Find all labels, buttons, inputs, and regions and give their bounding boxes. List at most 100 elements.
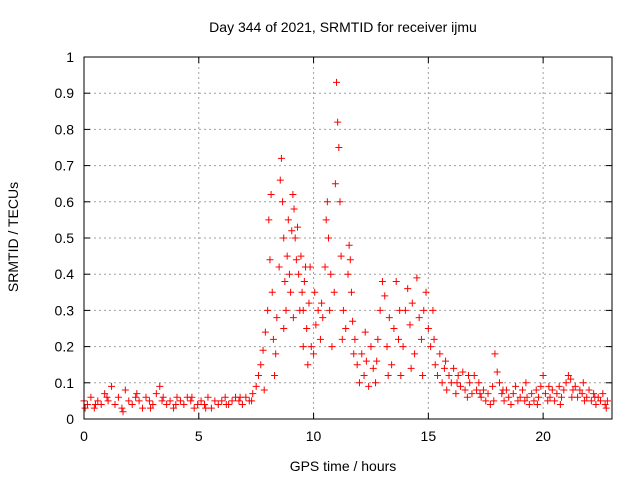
data-point xyxy=(396,306,404,314)
data-point xyxy=(322,216,330,224)
data-point xyxy=(197,397,205,405)
data-point xyxy=(541,390,549,398)
data-point xyxy=(335,144,343,151)
data-point xyxy=(158,397,166,405)
data-point xyxy=(564,372,572,380)
data-point xyxy=(453,379,461,387)
data-point xyxy=(361,328,369,336)
data-point xyxy=(228,397,236,405)
data-point xyxy=(104,397,112,405)
data-point xyxy=(499,386,507,394)
data-point xyxy=(360,372,368,380)
data-point xyxy=(397,372,405,380)
data-point xyxy=(236,393,244,401)
data-point xyxy=(303,325,311,332)
data-point xyxy=(266,256,274,264)
data-point xyxy=(81,404,89,412)
data-point xyxy=(587,397,595,405)
data-point xyxy=(385,314,393,322)
data-point xyxy=(221,393,229,401)
data-point xyxy=(202,404,210,412)
data-point xyxy=(548,386,556,394)
data-point xyxy=(166,397,174,405)
data-point xyxy=(344,270,352,278)
data-point xyxy=(583,393,591,401)
data-point xyxy=(288,227,296,235)
data-point xyxy=(289,191,297,199)
data-point xyxy=(434,372,442,380)
data-point xyxy=(450,364,458,372)
data-point xyxy=(91,401,99,409)
data-point xyxy=(491,350,499,358)
data-point xyxy=(280,325,288,332)
data-point xyxy=(430,335,438,343)
data-point xyxy=(473,386,481,394)
data-point xyxy=(307,343,315,351)
data-point xyxy=(419,372,427,380)
data-point xyxy=(601,401,609,409)
tick-label-x: 15 xyxy=(421,428,437,444)
data-point xyxy=(268,288,276,296)
data-point xyxy=(452,390,460,398)
data-point xyxy=(518,386,526,394)
data-point xyxy=(355,379,363,387)
data-point xyxy=(328,343,336,351)
data-point xyxy=(351,335,359,343)
data-point xyxy=(569,386,577,394)
data-point xyxy=(248,397,256,405)
data-point xyxy=(338,335,346,343)
data-point xyxy=(267,191,275,199)
tick-label-x: 5 xyxy=(195,428,203,444)
data-point xyxy=(306,263,314,271)
data-point xyxy=(121,386,129,394)
data-point xyxy=(373,357,381,365)
data-point xyxy=(567,375,575,383)
data-point xyxy=(498,390,506,398)
data-point xyxy=(404,285,412,293)
data-point xyxy=(114,393,122,401)
tick-labels: 00.10.20.30.40.50.60.70.80.910 5 10 15 20 xyxy=(55,49,552,444)
data-point xyxy=(516,393,524,401)
data-point xyxy=(337,252,345,260)
data-point xyxy=(279,198,287,206)
data-point xyxy=(440,364,448,372)
data-point xyxy=(424,325,432,332)
data-point xyxy=(101,390,109,398)
data-point xyxy=(218,397,226,405)
data-point xyxy=(324,234,332,242)
data-point xyxy=(147,404,155,412)
data-point xyxy=(103,393,111,401)
plot-area-border xyxy=(83,56,613,420)
data-point xyxy=(299,306,307,314)
data-point xyxy=(87,393,95,401)
data-point xyxy=(436,350,444,358)
data-point xyxy=(94,397,102,405)
data-point xyxy=(271,372,279,380)
data-point xyxy=(454,372,462,380)
data-point xyxy=(280,234,288,242)
data-point xyxy=(156,382,164,390)
data-point xyxy=(149,401,157,409)
data-point xyxy=(551,397,559,405)
data-point xyxy=(415,314,423,322)
data-point xyxy=(545,382,553,390)
data-point xyxy=(392,277,400,285)
data-point xyxy=(339,306,347,314)
data-point xyxy=(591,393,599,401)
data-point xyxy=(235,397,243,405)
data-point xyxy=(411,350,419,358)
data-point xyxy=(333,78,341,86)
data-point xyxy=(297,252,305,260)
data-point xyxy=(128,401,136,409)
data-point xyxy=(463,393,471,401)
data-point xyxy=(571,382,579,390)
data-point xyxy=(556,401,564,409)
data-point xyxy=(310,350,318,358)
data-point xyxy=(336,198,344,206)
data-point xyxy=(383,343,391,351)
data-point xyxy=(83,401,91,409)
data-point xyxy=(484,390,492,398)
tick-label-x: 10 xyxy=(306,428,322,444)
data-point xyxy=(273,314,281,322)
data-point xyxy=(159,393,167,401)
